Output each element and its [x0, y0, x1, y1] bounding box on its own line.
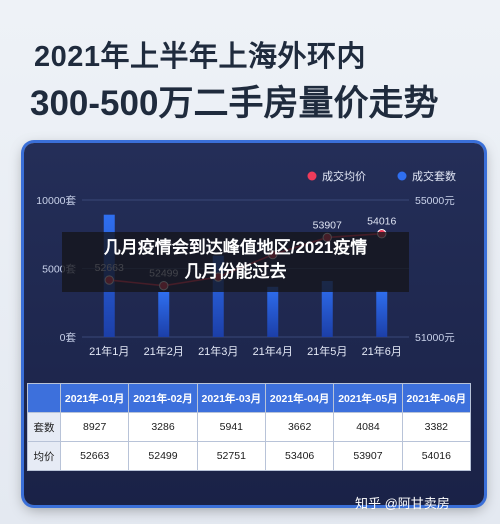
table-cell: 52499 — [128, 441, 198, 471]
watermark: 知乎 @阿甘卖房 — [355, 496, 450, 511]
y-tick-left: 0套 — [60, 331, 77, 344]
caption-text: 几月疫情会到达峰值地区/2021疫情 几月份能过去 — [62, 236, 409, 284]
title-line-2: 300-500万二手房量价走势 — [30, 84, 439, 123]
bar — [158, 291, 170, 337]
data-label: 54016 — [367, 216, 396, 228]
y-tick-left: 10000套 — [36, 194, 76, 207]
caption-line-2: 几月份能过去 — [184, 262, 287, 281]
data-table: 2021年-01月 2021年-02月 2021年-03月 2021年-04月 … — [27, 383, 472, 471]
table-cell: 3662 — [264, 412, 335, 442]
y-tick-right: 51000元 — [415, 332, 455, 344]
table-cell: 5941 — [196, 412, 266, 442]
table-row: 套数 8927 3286 5941 3662 4084 3382 — [27, 412, 472, 442]
legend-marker — [307, 171, 317, 181]
table-header-row: 2021年-01月 2021年-02月 2021年-03月 2021年-04月 … — [27, 383, 472, 413]
y-tick-right: 55000元 — [415, 195, 455, 207]
row-label: 套数 — [27, 412, 61, 442]
row-label: 均价 — [27, 441, 61, 471]
bar — [321, 281, 333, 337]
x-tick: 21年4月 — [253, 344, 293, 358]
table-cell: 52751 — [196, 441, 266, 471]
table-corner — [27, 383, 61, 413]
table-cell: 3286 — [128, 412, 198, 442]
data-label: 53907 — [313, 219, 342, 231]
caption-overlay: 几月疫情会到达峰值地区/2021疫情 几月份能过去 — [62, 232, 409, 292]
table-header: 2021年-03月 — [196, 383, 266, 413]
table-cell: 4084 — [333, 412, 403, 442]
table-header: 2021年-04月 — [264, 383, 335, 413]
table-header: 2021年-06月 — [401, 383, 472, 413]
caption-line-1: 几月疫情会到达峰值地区/2021疫情 — [103, 238, 368, 257]
x-tick: 21年1月 — [89, 344, 129, 358]
x-tick: 21年3月 — [198, 344, 238, 358]
bar — [376, 290, 388, 337]
table-cell: 53907 — [333, 441, 403, 471]
table-header: 2021年-05月 — [333, 383, 403, 413]
legend-marker — [397, 171, 407, 181]
x-tick: 21年5月 — [307, 344, 347, 358]
table-row: 均价 52663 52499 52751 53406 53907 54016 — [27, 441, 472, 471]
table-cell: 53406 — [264, 441, 335, 471]
bar — [212, 255, 224, 337]
x-tick: 21年6月 — [362, 344, 402, 358]
table-cell: 3382 — [401, 412, 472, 442]
legend: 成交均价 成交套数 — [307, 169, 456, 183]
table-header: 2021年-02月 — [128, 383, 198, 413]
title-line-1: 2021年上半年上海外环内 — [34, 41, 367, 73]
table-cell: 54016 — [401, 441, 472, 471]
table-cell: 52663 — [59, 441, 130, 471]
legend-label: 成交均价 — [322, 169, 366, 183]
legend-label: 成交套数 — [412, 169, 456, 183]
table-cell: 8927 — [59, 412, 130, 442]
bar — [267, 286, 279, 337]
table-header: 2021年-01月 — [59, 383, 130, 413]
x-tick: 21年2月 — [144, 344, 184, 358]
